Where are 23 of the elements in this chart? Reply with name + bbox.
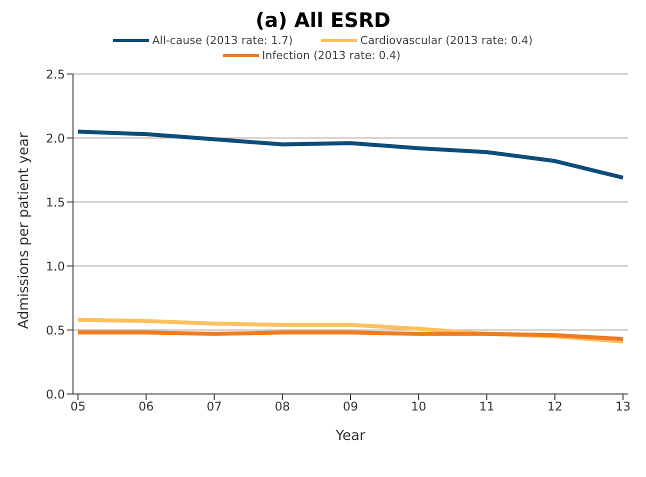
x-tick-label: 05 [70, 400, 86, 414]
y-tick-label: 1.5 [46, 195, 65, 210]
x-tick-label: 10 [410, 400, 426, 414]
y-tick-label: 2.0 [46, 131, 65, 146]
legend-label: Infection (2013 rate: 0.4) [262, 49, 401, 62]
line-series [76, 330, 625, 341]
y-tick-label: 2.5 [46, 67, 65, 82]
y-tick-label: 0.5 [46, 323, 65, 338]
x-tick-label: 07 [206, 400, 222, 414]
x-tick-label: 13 [615, 400, 631, 414]
x-axis-title: Year [334, 428, 366, 444]
y-axis-title: Admissions per patient year [16, 132, 32, 329]
legend-label: All-cause (2013 rate: 1.7) [152, 34, 293, 47]
x-tick-label: 11 [479, 400, 494, 414]
x-tick-label: 12 [547, 400, 563, 414]
x-tick-label: 09 [342, 400, 358, 414]
chart-title: (a) All ESRD [254, 8, 392, 34]
y-tick-label: 1.0 [46, 259, 65, 274]
legend-label: Cardiovascular (2013 rate: 0.4) [360, 34, 533, 47]
y-tick-label: 0.0 [46, 387, 65, 402]
x-tick-label: 08 [274, 400, 290, 414]
line-series [76, 130, 625, 180]
x-tick-label: 06 [138, 400, 154, 414]
